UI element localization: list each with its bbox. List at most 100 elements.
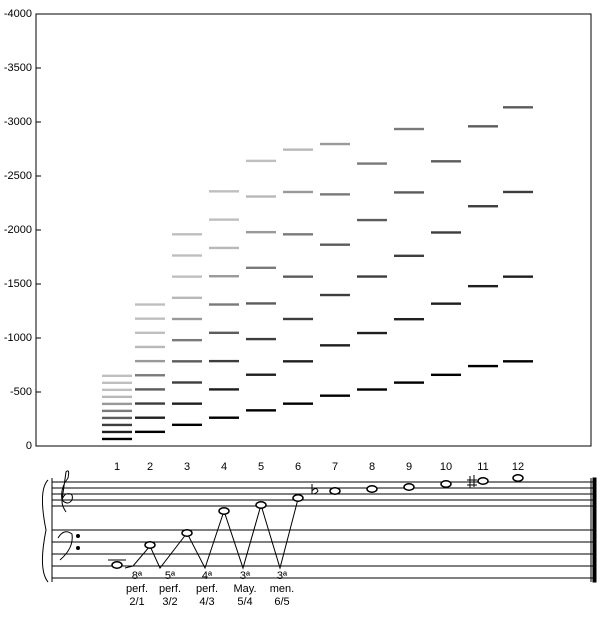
column-label: 4: [221, 461, 227, 473]
note: [440, 480, 452, 488]
column-label: 5: [258, 461, 264, 473]
partial: [172, 338, 202, 342]
interval-label: May.: [233, 583, 256, 595]
note: [181, 529, 193, 537]
interval-label: 4/3: [199, 596, 214, 608]
interval-label: 3/2: [162, 596, 177, 608]
partial: [246, 159, 276, 163]
partial: [172, 275, 202, 278]
plot-frame: [35, 13, 592, 447]
brace: [42, 479, 49, 583]
flat-sign: [311, 484, 319, 495]
partial: [135, 317, 165, 320]
partial: [283, 148, 313, 151]
partial: [209, 359, 239, 363]
column-label: 3: [184, 461, 190, 473]
interval-label: 6/5: [274, 596, 289, 608]
partial: [431, 373, 461, 377]
partial: [503, 360, 533, 363]
interval-label: 8ª: [132, 570, 143, 582]
partial: [172, 381, 202, 384]
partial: [283, 275, 313, 278]
interval-label: perf.: [159, 583, 181, 595]
partial: [172, 423, 202, 427]
partial: [209, 303, 239, 306]
note: [366, 485, 378, 493]
partial: [357, 388, 387, 391]
y-tick-label: -3500: [4, 62, 32, 74]
partial: [503, 275, 533, 278]
partial: [172, 402, 202, 405]
column-label: 11: [477, 461, 488, 473]
partial: [503, 190, 533, 194]
partial: [102, 402, 132, 406]
partial: [102, 381, 132, 385]
note: [292, 494, 304, 502]
partial: [283, 402, 313, 405]
note: [477, 477, 489, 485]
note: [144, 541, 156, 549]
partial: [135, 430, 165, 434]
partial: [357, 162, 387, 165]
partial: [468, 125, 498, 128]
partial: [320, 394, 350, 397]
note: [329, 487, 341, 495]
partial: [172, 254, 202, 257]
interval-label: 3ª: [277, 570, 288, 582]
partial: [135, 331, 165, 335]
interval-label: perf.: [126, 583, 148, 595]
partial: [357, 218, 387, 222]
partial: [431, 160, 461, 163]
y-tick-label: -1500: [4, 278, 32, 290]
column-label: 8: [369, 461, 375, 473]
partial: [246, 302, 276, 305]
partial: [102, 416, 132, 420]
partial: [172, 296, 202, 300]
partial: [102, 423, 132, 427]
note: [403, 483, 415, 491]
note: [255, 501, 267, 509]
interval-label: 3ª: [240, 570, 251, 582]
staff: [42, 470, 597, 583]
sharp-sign: [467, 475, 477, 488]
partial: [320, 293, 350, 297]
partial: [135, 374, 165, 377]
partial: [394, 127, 424, 131]
bass-clef-dot: [76, 534, 80, 538]
treble-staff: [52, 481, 594, 507]
bass-clef-dot: [76, 546, 80, 550]
partial: [246, 195, 276, 198]
partial: [283, 190, 313, 194]
partial: [172, 233, 202, 236]
partial: [246, 230, 276, 234]
partial: [431, 231, 461, 234]
partial: [431, 302, 461, 305]
column-label: 12: [512, 461, 524, 473]
partial: [283, 360, 313, 363]
partial: [320, 344, 350, 347]
column-label: 9: [406, 461, 412, 473]
partial: [135, 416, 165, 419]
column-label: 1: [114, 461, 120, 473]
y-tick-label: -2500: [4, 170, 32, 182]
y-tick-label: -500: [10, 386, 32, 398]
partial: [102, 437, 132, 441]
partial: [209, 190, 239, 193]
notes: [111, 474, 524, 569]
partial: [209, 388, 239, 391]
column-label: 7: [332, 461, 338, 473]
partial: [283, 233, 313, 236]
column-label: 6: [295, 461, 301, 473]
note: [218, 507, 230, 515]
y-tick-label: -2000: [4, 224, 32, 236]
partial: [468, 284, 498, 288]
partial: [209, 246, 239, 250]
column-label: 2: [147, 461, 153, 473]
interval-lines: [124, 498, 299, 570]
partial: [394, 254, 424, 258]
interval-label: 4ª: [202, 570, 213, 582]
partial: [209, 275, 239, 278]
partial: [135, 359, 165, 363]
partial: [102, 430, 132, 434]
